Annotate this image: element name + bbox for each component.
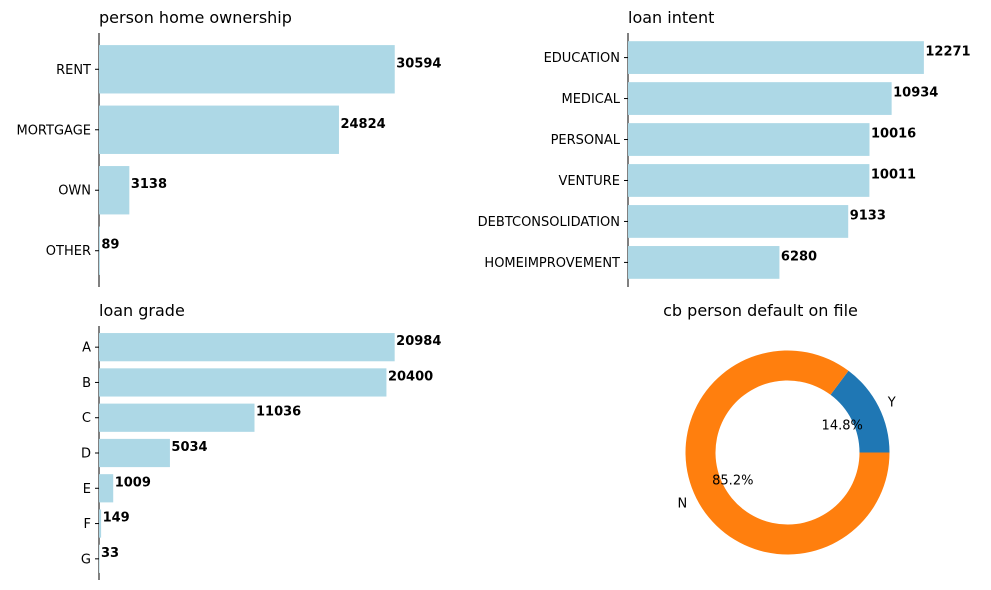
data-label-f: 149 [103, 511, 130, 526]
default-on-file-donut-chart: cb person default on file Y 14.8% N 85.2% [663, 301, 896, 555]
pie-label-n: N [677, 496, 687, 511]
data-label-venture: 10011 [871, 167, 916, 182]
y-tick-label-g: G [81, 552, 91, 567]
y-tick-label-e: E [83, 482, 91, 497]
y-tick-label-debtconsolidation: DEBTCONSOLIDATION [478, 215, 620, 230]
bar-homeimprovement [628, 246, 780, 279]
y-tick-label-d: D [81, 447, 91, 462]
bar-mortgage [99, 105, 339, 154]
data-label-e: 1009 [115, 475, 151, 490]
pie-percent-y: 14.8% [822, 419, 863, 434]
bar-e [99, 474, 114, 503]
bar-b [99, 368, 387, 397]
bar-medical [628, 82, 892, 115]
y-tick-label-f: F [84, 517, 91, 532]
chart-title: person home ownership [99, 8, 292, 27]
y-tick-label-education: EDUCATION [544, 51, 620, 66]
data-label-medical: 10934 [893, 86, 938, 101]
bar-venture [628, 164, 870, 197]
data-label-rent: 30594 [396, 56, 441, 71]
y-tick-label-c: C [82, 411, 91, 426]
bar-debtconsolidation [628, 205, 849, 238]
pie-slice-y [830, 370, 890, 453]
bar-d [99, 438, 170, 468]
data-label-other: 89 [101, 238, 119, 253]
chart-title: cb person default on file [663, 301, 858, 320]
data-label-d: 5034 [171, 440, 207, 455]
y-tick-label-personal: PERSONAL [551, 133, 621, 148]
bar-personal [628, 123, 870, 156]
bar-own [99, 166, 130, 215]
chart-title: loan intent [628, 8, 714, 27]
bar-rent [99, 45, 395, 94]
y-tick-label-own: OWN [58, 184, 91, 199]
bar-g [99, 544, 100, 573]
data-label-c: 11036 [256, 405, 301, 420]
loan-intent-chart: loan intent EDUCATION 12271 MEDICAL 10934 PER… [478, 8, 971, 287]
y-tick-label-other: OTHER [46, 244, 91, 259]
data-label-debtconsolidation: 9133 [850, 208, 886, 223]
chart-title: loan grade [99, 301, 185, 320]
y-tick-label-venture: VENTURE [558, 174, 620, 189]
bar-other [99, 226, 100, 275]
loan-grade-chart: loan grade A 20984 B 20400 C 11036 D 5034 E 1009 F 1… [81, 301, 441, 580]
pie-slice-n [685, 350, 890, 555]
home-ownership-chart: person home ownership RENT 30594 MORTGAGE 24… [16, 8, 441, 287]
y-tick-label-mortgage: MORTGAGE [16, 123, 91, 138]
data-label-education: 12271 [925, 45, 970, 60]
bar-a [99, 333, 395, 362]
data-label-a: 20984 [396, 334, 441, 349]
y-tick-label-rent: RENT [56, 63, 91, 78]
y-tick-label-a: A [82, 341, 91, 356]
data-label-personal: 10016 [871, 127, 916, 142]
data-label-mortgage: 24824 [340, 117, 385, 132]
bar-c [99, 403, 255, 432]
bar-education [628, 41, 924, 74]
bar-f [99, 509, 102, 538]
data-label-own: 3138 [131, 177, 167, 192]
y-tick-label-medical: MEDICAL [562, 92, 621, 107]
pie-percent-n: 85.2% [712, 473, 753, 488]
y-tick-label-homeimprovement: HOMEIMPROVEMENT [484, 256, 620, 271]
data-label-b: 20400 [388, 369, 433, 384]
pie-label-y: Y [887, 396, 896, 411]
y-tick-label-b: B [82, 376, 91, 391]
data-label-homeimprovement: 6280 [781, 249, 817, 264]
data-label-g: 33 [101, 546, 119, 561]
